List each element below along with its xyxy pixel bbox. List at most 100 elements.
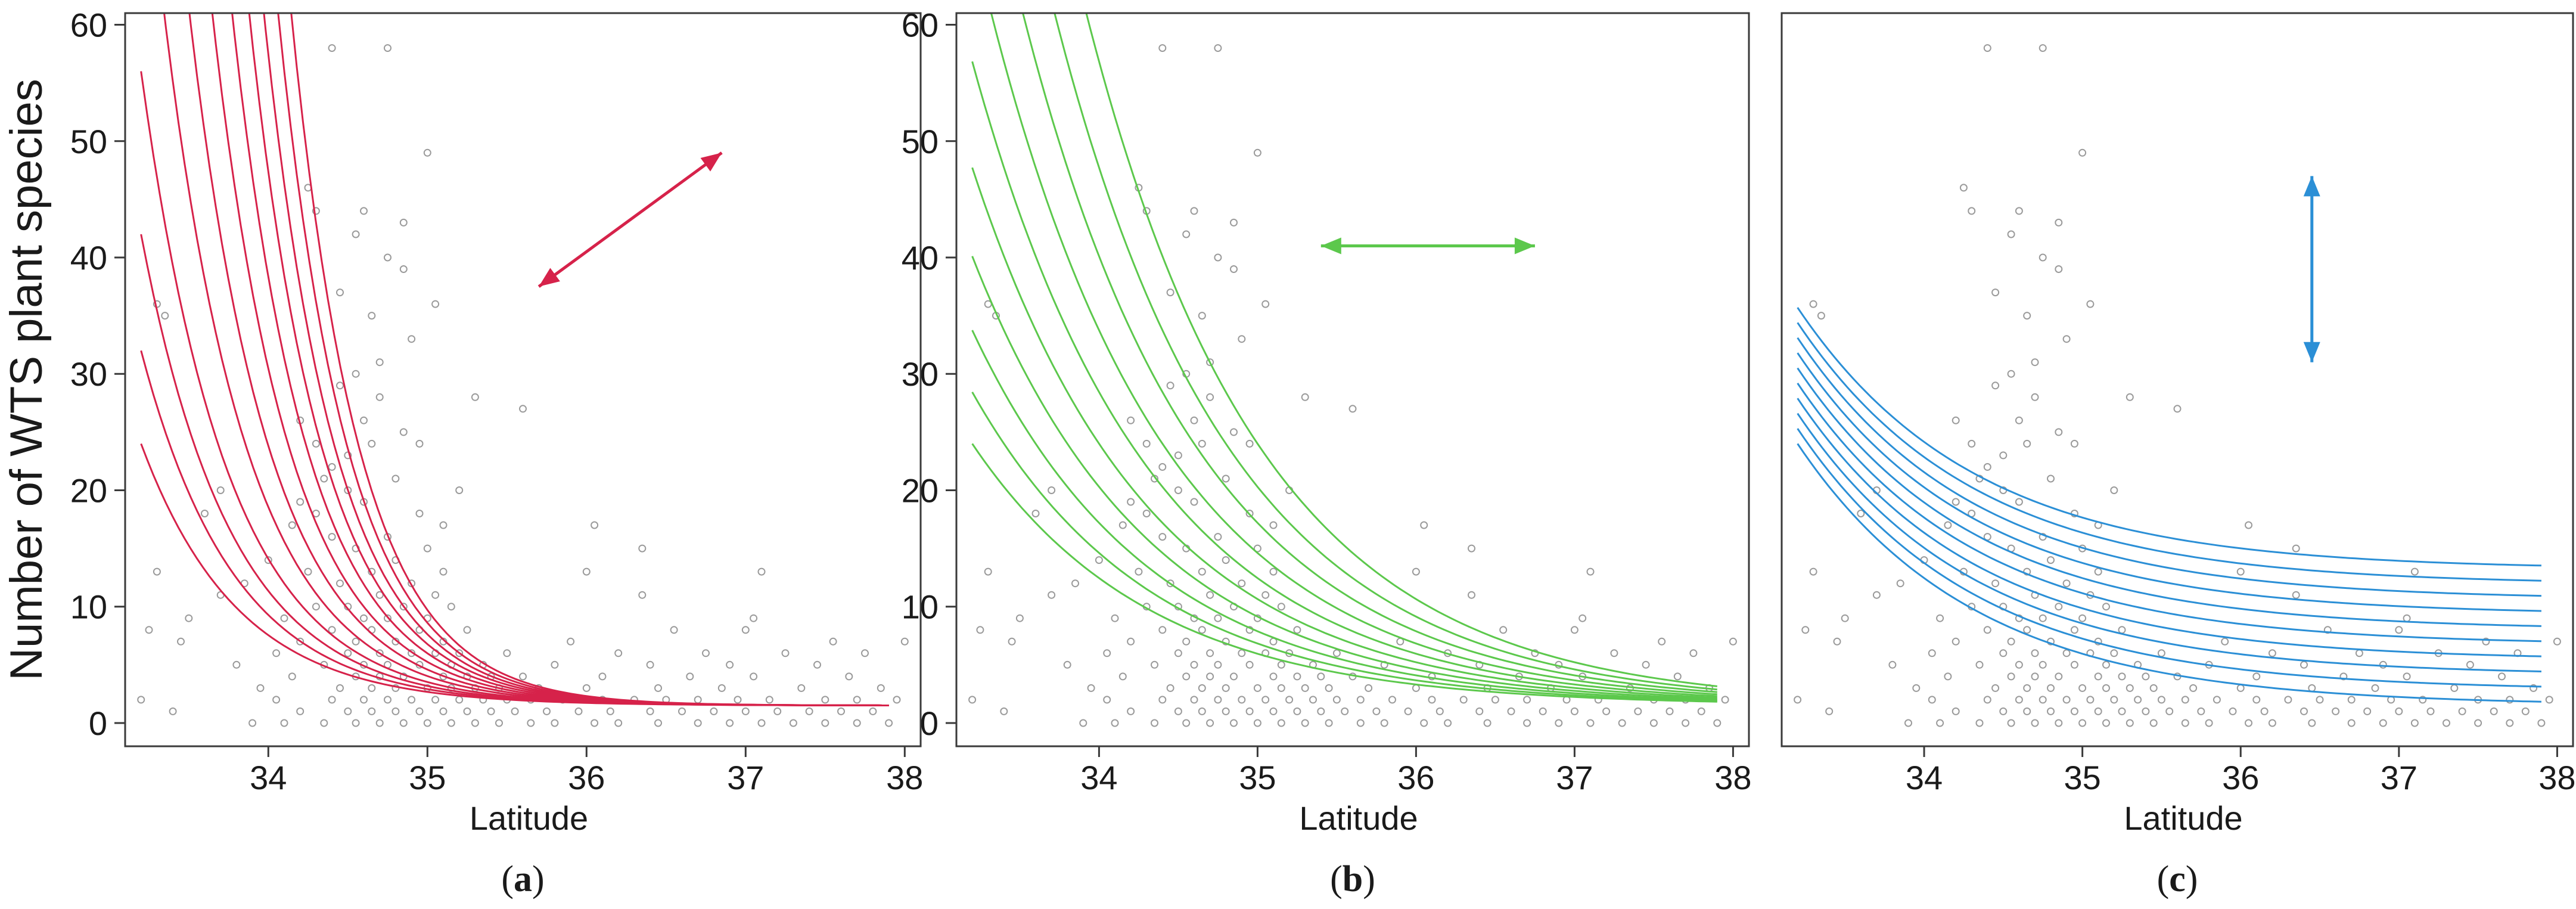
data-point — [614, 719, 623, 727]
data-point — [1634, 707, 1642, 715]
data-point — [336, 684, 344, 692]
data-point — [1602, 707, 1611, 715]
data-point — [1127, 416, 1135, 424]
data-point — [1721, 696, 1729, 704]
data-point — [591, 521, 599, 529]
data-point — [968, 696, 977, 704]
data-point — [2007, 230, 2015, 238]
data-point — [2126, 684, 2134, 692]
data-point — [328, 463, 336, 471]
data-point — [1293, 672, 1301, 681]
data-point — [1095, 556, 1103, 564]
data-point — [1729, 637, 1737, 646]
data-point — [2094, 707, 2102, 715]
data-point — [1206, 393, 1214, 401]
data-point — [1166, 579, 1174, 588]
data-point — [1817, 312, 1825, 320]
data-point — [1008, 637, 1016, 646]
data-point — [439, 567, 448, 576]
data-point — [487, 707, 495, 715]
data-point — [1253, 684, 1261, 692]
data-point — [1999, 707, 2008, 715]
data-point — [2007, 370, 2015, 378]
data-point — [1468, 591, 1475, 599]
data-point — [2039, 660, 2047, 669]
fitted-curve — [1797, 307, 2541, 567]
data-point — [1475, 707, 1484, 715]
data-point — [391, 707, 400, 715]
data-point — [789, 719, 797, 727]
x-tick-label: 34 — [250, 759, 287, 796]
data-point — [471, 719, 479, 727]
data-point — [797, 684, 806, 692]
data-point — [654, 684, 662, 692]
data-point — [1198, 626, 1206, 634]
data-point — [439, 707, 448, 715]
data-point — [336, 381, 344, 390]
fitted-curve — [140, 443, 889, 706]
arrow-head — [2303, 176, 2320, 197]
data-point — [1975, 660, 1984, 669]
data-point — [384, 696, 391, 704]
data-point — [885, 719, 893, 727]
arrow-head — [1514, 237, 1535, 255]
data-point — [1507, 707, 1515, 715]
data-point — [1253, 148, 1261, 157]
data-point — [455, 696, 464, 704]
data-point — [1111, 614, 1119, 622]
data-point — [360, 416, 368, 424]
data-point — [1269, 707, 1278, 715]
data-point — [1230, 218, 1238, 227]
y-tick-label: 20 — [902, 471, 939, 509]
data-point — [1801, 626, 1810, 634]
data-point — [455, 649, 464, 657]
data-point — [399, 428, 408, 436]
x-tick-label: 35 — [2064, 759, 2100, 796]
data-point — [2031, 649, 2039, 657]
data-point — [2094, 567, 2102, 576]
data-point — [2055, 719, 2063, 727]
data-point — [1206, 672, 1214, 681]
data-point — [375, 358, 384, 367]
data-point — [2007, 672, 2015, 681]
data-point — [1127, 498, 1135, 506]
data-point — [543, 707, 551, 715]
data-point — [2482, 637, 2490, 646]
data-point — [2426, 707, 2435, 715]
data-point — [312, 207, 320, 215]
data-point — [1151, 660, 1158, 669]
data-point — [232, 660, 241, 669]
data-point — [312, 439, 320, 448]
data-point — [1404, 707, 1412, 715]
data-point — [519, 672, 527, 681]
data-point — [893, 696, 901, 704]
y-tick-label: 0 — [89, 705, 107, 742]
data-point — [1071, 579, 1079, 588]
data-point — [2490, 707, 2498, 715]
data-point — [1983, 626, 1991, 634]
data-point — [598, 672, 607, 681]
data-point — [2521, 707, 2530, 715]
data-point — [2252, 696, 2261, 704]
x-tick-label: 34 — [1906, 759, 1943, 796]
data-point — [2015, 660, 2023, 669]
data-point — [2221, 637, 2229, 646]
data-point — [2355, 649, 2363, 657]
data-point — [1174, 707, 1182, 715]
data-point — [312, 603, 320, 611]
data-point — [1658, 637, 1666, 646]
data-point — [1928, 696, 1936, 704]
data-point — [694, 696, 702, 704]
data-point — [463, 626, 471, 634]
data-point — [1499, 626, 1508, 634]
data-point — [1214, 660, 1222, 669]
data-point — [1325, 684, 1333, 692]
data-point — [1166, 381, 1174, 390]
data-point — [1578, 614, 1587, 622]
arrow-shaft — [537, 151, 723, 288]
data-point — [1206, 591, 1214, 599]
data-point — [1127, 637, 1135, 646]
data-point — [1983, 696, 1991, 704]
data-point — [845, 672, 853, 681]
data-point — [2015, 416, 2023, 424]
